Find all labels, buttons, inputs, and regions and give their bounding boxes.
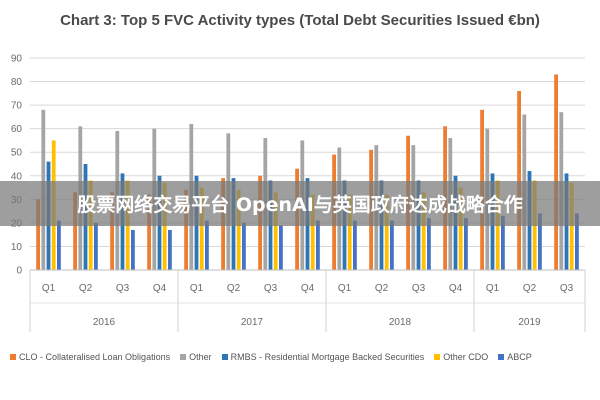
- bar: [168, 229, 172, 270]
- bar: [501, 215, 505, 270]
- bar: [384, 194, 389, 270]
- x-tick-label: Q2: [523, 283, 537, 294]
- x-group-label: 2018: [389, 317, 412, 328]
- bar: [36, 199, 40, 270]
- bar: [184, 189, 188, 270]
- x-tick-label: Q1: [486, 283, 500, 294]
- bar: [390, 220, 394, 270]
- legend-label-other: Other: [189, 352, 212, 362]
- bar: [316, 220, 320, 270]
- bar: [554, 74, 558, 270]
- y-tick-label: 40: [11, 171, 23, 182]
- bar: [421, 192, 426, 270]
- legend-swatch-other: [180, 354, 187, 360]
- y-tick-label: 80: [11, 77, 23, 88]
- chart-legend: CLO - Collateralised Loan Obligations Ot…: [10, 352, 595, 362]
- x-group-label: 2017: [241, 317, 264, 328]
- y-tick-label: 90: [11, 54, 23, 65]
- y-tick-label: 70: [11, 101, 23, 112]
- legend-item-other-cdo: Other CDO: [434, 352, 488, 362]
- x-tick-label: Q4: [301, 283, 315, 294]
- bar: [199, 187, 204, 270]
- x-group-label: 2019: [518, 317, 541, 328]
- bar: [57, 220, 61, 270]
- bar: [347, 194, 352, 270]
- legend-swatch-abcp: [498, 354, 505, 360]
- x-tick-label: Q2: [227, 283, 241, 294]
- legend-label-rmbs: RMBS - Residential Mortgage Backed Secur…: [230, 352, 425, 362]
- bar: [569, 182, 574, 270]
- x-tick-label: Q2: [79, 283, 93, 294]
- legend-swatch-other-cdo: [434, 354, 441, 360]
- bar: [279, 225, 283, 270]
- bar: [131, 229, 135, 270]
- legend-item-rmbs: RMBS - Residential Mortgage Backed Secur…: [221, 352, 425, 362]
- overlay-banner: 股票网络交易平台 OpenAI与英国政府达成战略合作: [0, 181, 600, 226]
- bar: [458, 187, 463, 270]
- bar: [110, 192, 114, 270]
- chart-title: Chart 3: Top 5 FVC Activity types (Total…: [60, 12, 540, 29]
- bar: [242, 222, 246, 270]
- legend-item-clo: CLO - Collateralised Loan Obligations: [10, 352, 170, 362]
- legend-swatch-clo: [10, 354, 16, 360]
- x-tick-label: Q4: [153, 283, 167, 294]
- legend-item-abcp: ABCP: [498, 352, 532, 362]
- legend-label-abcp: ABCP: [507, 352, 532, 362]
- x-group-label: 2016: [93, 317, 116, 328]
- legend-swatch-rmbs: [221, 354, 228, 360]
- legend-item-other: Other: [180, 352, 212, 362]
- bar: [575, 213, 579, 270]
- x-tick-label: Q3: [116, 283, 130, 294]
- y-tick-label: 60: [11, 124, 23, 135]
- bar: [464, 218, 468, 270]
- bar: [310, 194, 315, 270]
- banner-text: 股票网络交易平台 OpenAI与英国政府达成战略合作: [77, 194, 523, 216]
- legend-label-other-cdo: Other CDO: [443, 352, 489, 362]
- x-tick-label: Q1: [190, 283, 204, 294]
- bar: [236, 189, 241, 270]
- bar: [147, 194, 151, 270]
- x-tick-label: Q2: [375, 283, 389, 294]
- y-tick-label: 10: [11, 242, 23, 253]
- y-tick-label: 0: [16, 266, 22, 277]
- bar: [273, 192, 278, 270]
- bar: [517, 90, 521, 270]
- bar: [205, 220, 209, 270]
- bar: [538, 213, 542, 270]
- bar: [162, 182, 167, 270]
- bar: [73, 192, 77, 270]
- x-tick-label: Q3: [412, 283, 426, 294]
- x-tick-label: Q4: [449, 283, 463, 294]
- x-tick-label: Q1: [338, 283, 352, 294]
- x-tick-label: Q3: [560, 283, 574, 294]
- legend-label-clo: CLO - Collateralised Loan Obligations: [19, 352, 171, 362]
- x-tick-label: Q1: [42, 283, 56, 294]
- bar: [353, 220, 357, 270]
- y-tick-label: 50: [11, 148, 23, 159]
- bar: [427, 218, 431, 270]
- x-tick-label: Q3: [264, 283, 278, 294]
- bar: [94, 222, 98, 270]
